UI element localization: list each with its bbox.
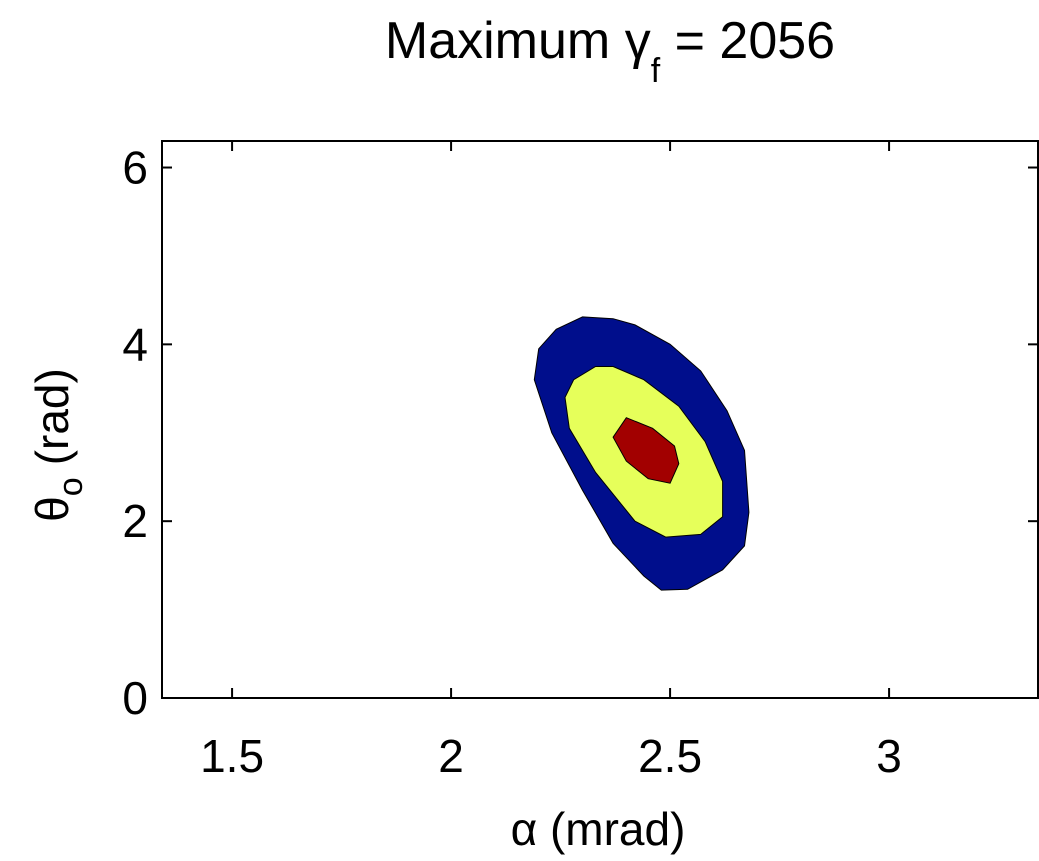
title-gamma-symbol: γ xyxy=(625,12,651,70)
x-tick-label: 3 xyxy=(876,730,902,782)
y-tick-label: 6 xyxy=(122,142,148,194)
y-tick-label: 4 xyxy=(122,318,148,370)
x-axis-label: α (mrad) xyxy=(511,803,686,855)
contour-levels xyxy=(533,316,750,591)
x-tick-label: 2 xyxy=(438,730,464,782)
chart-title: Maximum γf = 2056 xyxy=(385,12,835,90)
y-axis-unit: (rad) xyxy=(26,368,78,465)
x-tick-label: 1.5 xyxy=(200,730,264,782)
y-tick-label: 0 xyxy=(122,672,148,724)
plot-area-frame xyxy=(161,140,1039,699)
x-tick-label: 2.5 xyxy=(638,730,702,782)
y-axis-ticks: 0 2 4 6 xyxy=(122,142,1038,724)
title-text: Maximum γf = 2056 xyxy=(385,12,835,90)
title-subscript: f xyxy=(651,52,661,90)
x-axis-alpha-symbol: α xyxy=(511,803,538,855)
y-tick-label: 2 xyxy=(122,495,148,547)
x-axis-ticks: 1.5 2 2.5 3 xyxy=(200,141,902,782)
y-axis-subscript: o xyxy=(52,477,90,496)
x-axis-unit: (mrad) xyxy=(537,803,685,855)
y-axis-label: θo (rad) xyxy=(26,368,90,522)
title-prefix: Maximum xyxy=(385,12,625,70)
contour-inner xyxy=(612,417,680,484)
title-suffix: = 2056 xyxy=(660,12,835,70)
y-axis-theta-symbol: θ xyxy=(26,496,78,522)
